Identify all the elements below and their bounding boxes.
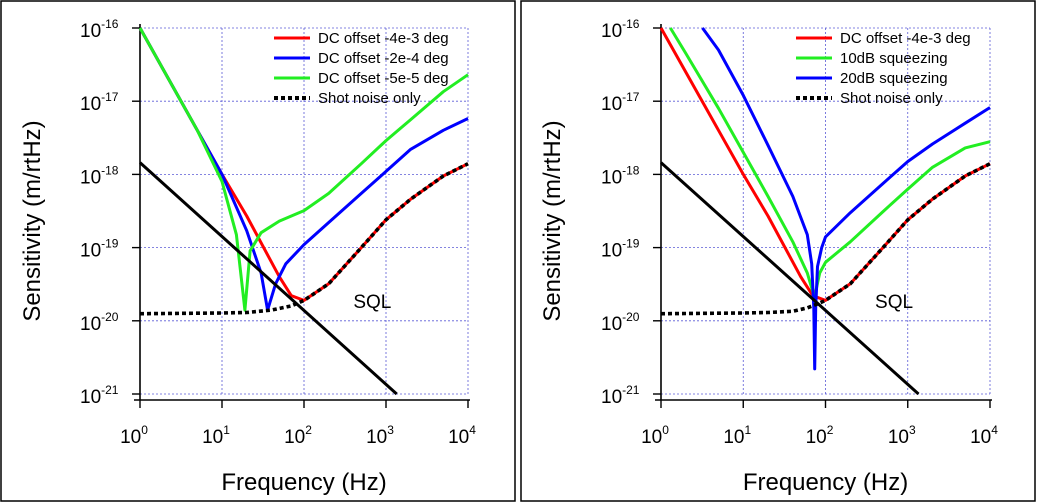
legend-entry: DC offset -5e-5 deg (318, 70, 449, 87)
x-tick-label: 102 (806, 423, 834, 448)
y-tick-label: 10-16 (80, 17, 119, 42)
x-tick-label: 104 (448, 423, 476, 448)
y-tick-label: 10-16 (601, 17, 640, 42)
right-panel-frame (520, 0, 1036, 502)
x-axis-label: Frequency (Hz) (743, 469, 908, 496)
y-tick-label: 10-18 (601, 163, 640, 188)
legend-entry: 20dB squeezing (840, 70, 948, 87)
series-line-2 (701, 27, 991, 371)
x-tick-label: 101 (202, 423, 230, 448)
legend-entry: Shot noise only (840, 90, 943, 107)
x-tick-label: 104 (970, 423, 998, 448)
legend-entry: 10dB squeezing (840, 50, 948, 67)
x-tick-label: 102 (284, 423, 312, 448)
y-tick-label: 10-20 (601, 310, 640, 335)
x-tick-label: 100 (641, 423, 669, 448)
y-tick-label: 10-19 (601, 237, 640, 262)
y-tick-label: 10-19 (80, 237, 119, 262)
legend-entry: DC offset -2e-4 deg (318, 50, 449, 67)
y-tick-label: 10-17 (601, 90, 640, 115)
left-panel-frame (0, 0, 516, 502)
chart-panel-1: 100 101 102 103 104 10-21 10-20 10-19 10-18 10-17… (19, 17, 476, 496)
y-tick-label: 10-17 (80, 90, 119, 115)
y-axis-label: Sensitivity (m/rtHz) (19, 120, 46, 321)
y-tick-label: 10-21 (80, 383, 119, 408)
sql-annotation: SQL (875, 292, 913, 313)
sql-line (659, 161, 920, 396)
x-tick-label: 103 (366, 423, 394, 448)
y-tick-label: 10-20 (80, 310, 119, 335)
y-tick-label: 10-18 (80, 163, 119, 188)
legend-entry: DC offset -4e-3 deg (318, 30, 449, 47)
y-tick-label: 10-21 (601, 383, 640, 408)
sql-line (138, 161, 398, 396)
legend-entry: Shot noise only (318, 90, 421, 107)
x-axis-label: Frequency (Hz) (221, 469, 386, 496)
series-line-1 (138, 27, 469, 312)
x-tick-label: 103 (888, 423, 916, 448)
chart-panel-2: 100 101 102 103 104 10-21 10-20 10-19 10-18 10-17… (539, 17, 998, 496)
x-tick-label: 100 (120, 423, 148, 448)
x-tick-label: 101 (723, 423, 751, 448)
series-line-3 (139, 162, 469, 316)
series-line-2 (138, 27, 469, 312)
legend-entry: DC offset -4e-3 deg (840, 30, 971, 47)
y-axis-label: Sensitivity (m/rtHz) (539, 120, 566, 321)
sql-annotation: SQL (353, 292, 391, 313)
